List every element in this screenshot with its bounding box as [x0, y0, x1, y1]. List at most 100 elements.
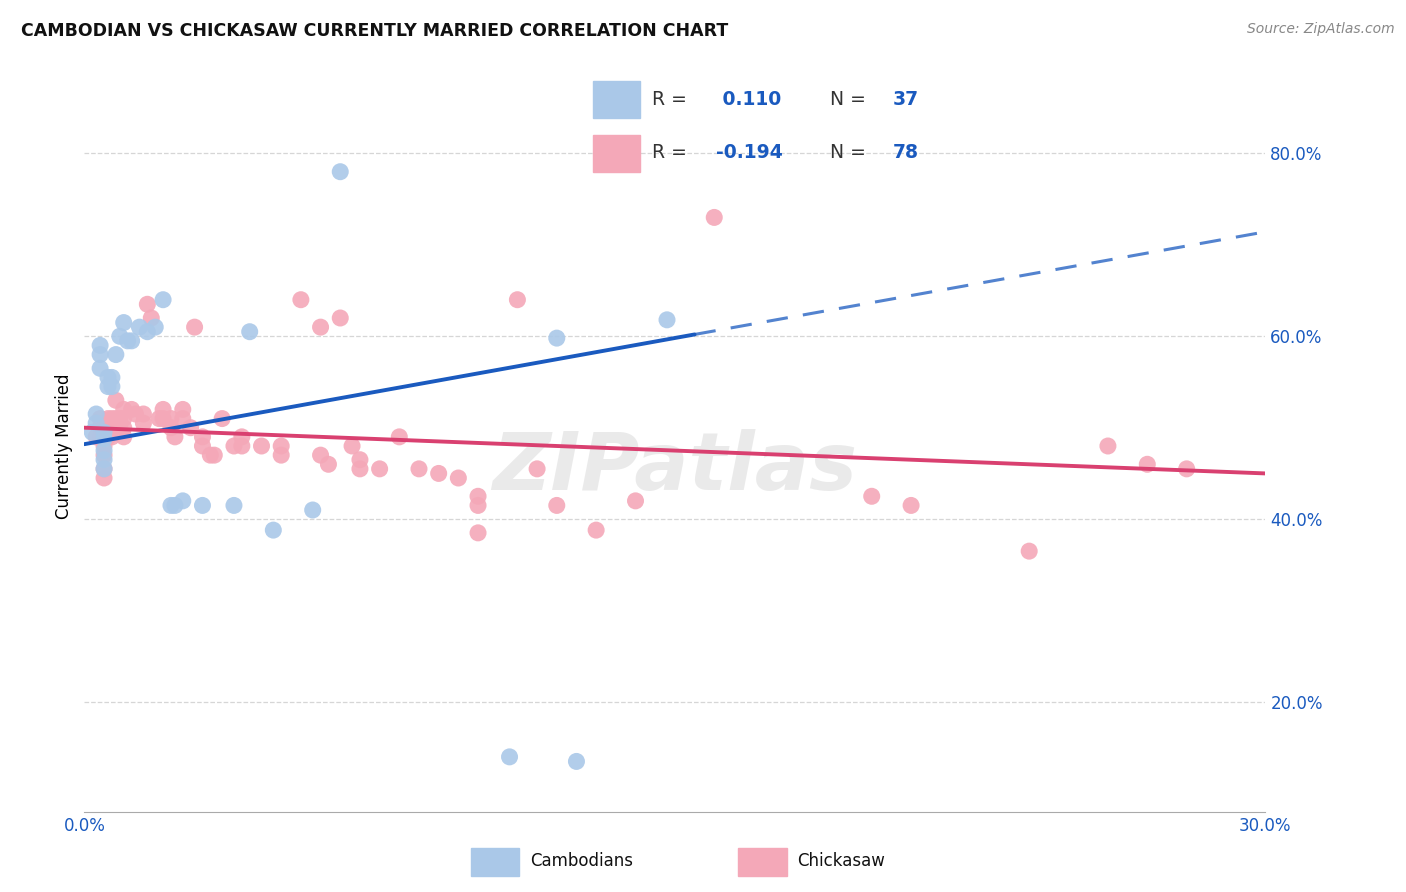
Point — [101, 421, 124, 435]
Point — [148, 411, 170, 425]
Point — [93, 448, 115, 462]
Point — [93, 430, 115, 444]
Point — [290, 293, 312, 307]
Point — [143, 320, 166, 334]
Point — [172, 494, 194, 508]
Point — [152, 402, 174, 417]
Point — [108, 411, 131, 425]
Point — [141, 311, 163, 326]
Point — [152, 411, 174, 425]
Text: 37: 37 — [893, 90, 920, 110]
Point — [172, 402, 194, 417]
Point — [84, 407, 107, 421]
Point — [467, 489, 489, 503]
Point — [93, 462, 115, 476]
Point — [1136, 457, 1159, 471]
Point — [97, 370, 120, 384]
Point — [108, 421, 131, 435]
Point — [132, 407, 155, 421]
Point — [124, 407, 146, 421]
Point — [270, 439, 292, 453]
Point — [388, 430, 411, 444]
Point — [262, 523, 284, 537]
Point — [447, 471, 470, 485]
Text: R =: R = — [652, 143, 688, 161]
Point — [97, 411, 120, 425]
Point — [498, 749, 520, 764]
Point — [101, 430, 124, 444]
Point — [340, 439, 363, 453]
Bar — [738, 848, 786, 876]
Point — [408, 462, 430, 476]
Point — [467, 525, 489, 540]
Point — [160, 411, 183, 425]
Point — [200, 448, 222, 462]
Point — [624, 494, 647, 508]
Point — [89, 430, 111, 444]
Point — [152, 293, 174, 307]
Point — [160, 499, 183, 513]
Point — [93, 443, 115, 458]
Point — [368, 462, 391, 476]
Text: N =: N = — [830, 90, 866, 110]
Text: Chickasaw: Chickasaw — [797, 852, 886, 870]
Point — [191, 430, 214, 444]
Text: ZIPatlas: ZIPatlas — [492, 429, 858, 507]
Point — [84, 416, 107, 430]
Point — [1018, 544, 1040, 558]
Point — [93, 452, 115, 467]
Point — [104, 348, 127, 362]
Point — [84, 430, 107, 444]
Point — [270, 448, 292, 462]
Point — [93, 462, 115, 476]
Point — [191, 499, 214, 513]
Point — [89, 348, 111, 362]
Point — [89, 361, 111, 376]
Point — [112, 316, 135, 330]
Point — [112, 402, 135, 417]
Point — [329, 311, 352, 326]
Point — [546, 499, 568, 513]
Point — [128, 320, 150, 334]
Point — [104, 411, 127, 425]
Point — [309, 448, 332, 462]
Text: Cambodians: Cambodians — [530, 852, 633, 870]
Point — [860, 489, 883, 503]
Point — [172, 411, 194, 425]
Point — [427, 467, 450, 481]
Point — [104, 393, 127, 408]
Point — [117, 334, 139, 348]
Text: CAMBODIAN VS CHICKASAW CURRENTLY MARRIED CORRELATION CHART: CAMBODIAN VS CHICKASAW CURRENTLY MARRIED… — [21, 22, 728, 40]
Point — [1097, 439, 1119, 453]
Point — [349, 462, 371, 476]
Point — [239, 325, 262, 339]
Point — [132, 416, 155, 430]
Point — [136, 325, 159, 339]
Point — [82, 425, 104, 440]
Point — [329, 164, 352, 178]
Point — [585, 523, 607, 537]
Point — [183, 320, 205, 334]
Point — [112, 411, 135, 425]
Point — [349, 452, 371, 467]
Point — [89, 411, 111, 425]
Text: 78: 78 — [893, 143, 918, 161]
Point — [112, 430, 135, 444]
Point — [93, 439, 115, 453]
Point — [191, 439, 214, 453]
Point — [121, 334, 143, 348]
Point — [900, 499, 922, 513]
Point — [101, 411, 124, 425]
Point — [136, 297, 159, 311]
Text: Source: ZipAtlas.com: Source: ZipAtlas.com — [1247, 22, 1395, 37]
Point — [101, 370, 124, 384]
Text: -0.194: -0.194 — [716, 143, 782, 161]
Point — [97, 379, 120, 393]
Text: N =: N = — [830, 143, 866, 161]
Y-axis label: Currently Married: Currently Married — [55, 373, 73, 519]
Point — [526, 462, 548, 476]
Bar — [593, 81, 640, 119]
Point — [546, 331, 568, 345]
Point — [163, 430, 186, 444]
Bar — [471, 848, 519, 876]
